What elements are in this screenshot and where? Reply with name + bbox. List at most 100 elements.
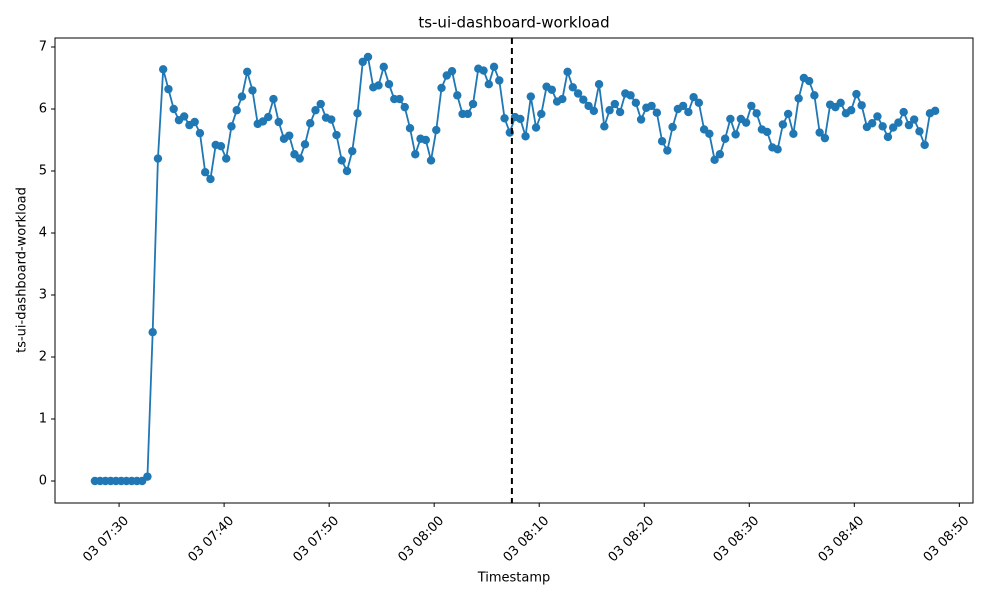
data-point: [584, 101, 593, 111]
data-point: [264, 112, 273, 122]
data-point: [531, 123, 541, 132]
data-point: [447, 66, 457, 76]
data-point: [794, 94, 803, 103]
data-point: [195, 128, 205, 138]
data-point: [148, 327, 157, 337]
data-point: [589, 106, 599, 116]
data-point: [804, 76, 814, 86]
x-tick-label: 03 08:30: [711, 513, 763, 565]
data-point: [363, 52, 373, 62]
data-point: [348, 146, 357, 156]
data-point: [600, 122, 609, 131]
y-tick-label: 3: [39, 287, 47, 302]
data-point: [904, 120, 914, 130]
data-point: [547, 85, 557, 94]
x-tick-label: 03 07:40: [185, 513, 237, 565]
data-point: [537, 109, 546, 119]
data-point: [200, 168, 210, 177]
data-point: [269, 94, 278, 104]
data-point: [300, 140, 310, 149]
data-point: [773, 145, 782, 154]
x-tick-label: 03 07:30: [80, 513, 132, 565]
y-tick-label: 6: [39, 101, 47, 116]
data-point: [647, 101, 656, 111]
data-point: [384, 79, 394, 89]
data-point: [888, 123, 898, 132]
data-point: [789, 129, 798, 138]
data-point: [332, 130, 341, 140]
data-point: [883, 132, 893, 142]
x-tick-label: 03 08:50: [921, 513, 973, 565]
data-point: [563, 67, 572, 76]
data-point: [285, 131, 294, 140]
data-point: [815, 128, 824, 137]
data-point: [631, 98, 641, 107]
data-point: [668, 122, 677, 132]
data-point: [237, 92, 247, 101]
data-point: [526, 92, 536, 101]
y-tick-label: 7: [39, 39, 47, 54]
data-point: [752, 109, 761, 118]
data-point: [846, 106, 856, 115]
data-point: [306, 119, 315, 128]
data-point: [636, 115, 646, 124]
data-point: [468, 99, 478, 109]
data-point: [222, 154, 231, 163]
data-point: [337, 156, 346, 165]
data-point: [426, 156, 436, 165]
x-tick-label: 03 08:10: [501, 513, 553, 565]
data-point: [820, 133, 830, 143]
data-point: [689, 93, 698, 102]
data-point: [909, 115, 919, 124]
y-axis-label: ts-ui-dashboard-workload: [15, 187, 30, 353]
data-point: [873, 112, 882, 121]
data-point: [484, 79, 493, 89]
data-point: [216, 141, 226, 151]
data-point: [500, 114, 509, 123]
plot-frame: [54, 37, 974, 504]
data-point: [579, 95, 588, 104]
data-point: [232, 106, 241, 115]
data-point: [594, 79, 604, 89]
data-point: [878, 122, 887, 131]
data-point: [395, 94, 404, 104]
data-point: [516, 114, 525, 124]
data-point: [158, 65, 168, 74]
data-point: [353, 109, 362, 118]
data-point: [206, 174, 215, 184]
data-point: [615, 107, 625, 117]
x-tick-label: 03 08:40: [816, 513, 868, 565]
data-point: [479, 66, 488, 75]
y-tick-label: 4: [39, 225, 47, 240]
data-point: [762, 127, 772, 137]
data-point: [710, 155, 719, 165]
data-point: [920, 140, 929, 150]
y-tick-label: 1: [39, 411, 47, 426]
data-point: [573, 89, 583, 98]
data-point: [295, 154, 304, 163]
data-point: [411, 150, 420, 159]
data-point: [379, 62, 388, 72]
x-tick-label: 03 07:50: [290, 513, 342, 565]
y-tick-label: 2: [39, 349, 47, 364]
data-point: [915, 127, 924, 136]
data-point: [747, 101, 756, 111]
data-point: [857, 101, 866, 110]
data-point: [327, 115, 336, 124]
data-point: [657, 137, 667, 146]
data-point: [227, 122, 236, 131]
data-point: [726, 114, 735, 124]
data-point: [374, 81, 383, 90]
data-point: [684, 107, 693, 117]
data-point: [778, 120, 788, 129]
x-axis-label: Timestamp: [477, 571, 551, 586]
data-point: [568, 83, 578, 92]
data-point: [437, 83, 446, 93]
data-point: [678, 101, 688, 111]
data-point: [694, 98, 704, 107]
data-point: [558, 94, 567, 104]
data-point: [421, 135, 430, 145]
data-point: [715, 150, 725, 159]
data-point: [705, 129, 714, 138]
